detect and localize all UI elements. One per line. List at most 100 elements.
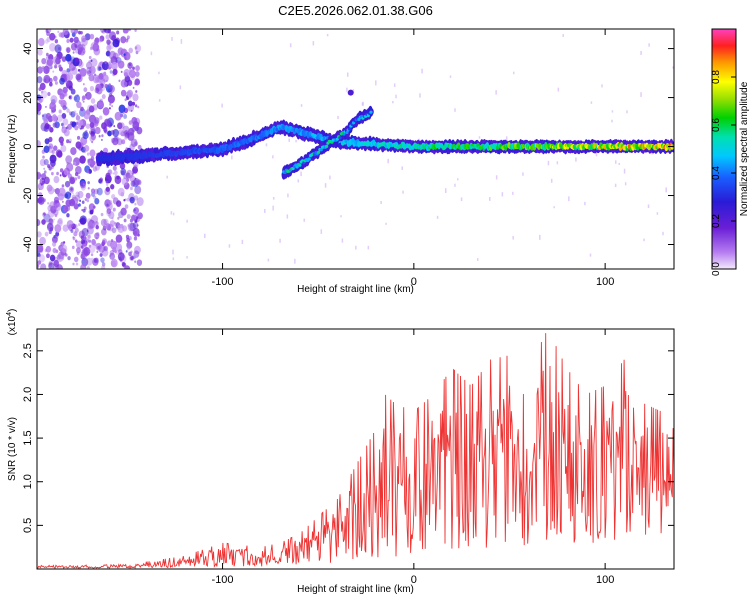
noise-blob [123,72,128,78]
noise-blob [78,46,86,56]
noise-blob [77,175,81,180]
noise-blob [98,73,104,80]
noise-blob [43,159,49,166]
noise-blob [52,56,60,65]
noise-blob [37,37,45,47]
noise-blob [75,115,81,121]
spectrogram-x-tick-label: 0 [411,276,417,288]
noise-blob [54,213,58,218]
noise-blob [46,31,50,37]
noise-blob [55,57,61,65]
noise-blob [66,126,69,130]
snr-series-line [37,333,674,569]
noise-blob [126,35,130,40]
noise-blob [107,132,110,135]
noise-blob [80,106,84,112]
noise-blob [62,224,69,232]
noise-blob [87,181,90,185]
noise-blob [37,253,41,258]
noise-blob [101,61,109,71]
colorbar-gradient [711,28,737,270]
noise-blob [101,122,107,130]
noise-blob [53,188,57,193]
noise-blob [121,261,126,267]
noise-blob [107,94,115,104]
noise-blob [112,207,116,212]
noise-blob [118,128,124,136]
noise-blob [80,245,84,249]
noise-blob [62,29,69,36]
noise-blob [49,101,56,110]
noise-blob [92,74,100,84]
noise-blob [106,39,111,45]
noise-blob [44,138,50,145]
noise-blob [87,186,90,190]
noise-blob [62,200,64,203]
noise-blob [44,231,49,237]
speckle [375,80,377,86]
noise-blob [81,227,89,237]
noise-blob [136,126,143,135]
noise-blob [133,207,140,215]
colorbar: 0.0 0.2 0.4 0.6 0.8 Normalized spectral ampl… [711,28,750,276]
noise-blob [100,257,105,263]
noise-blob [44,39,49,44]
noise-blob [133,230,138,236]
speckle [662,231,664,236]
noise-blob [54,234,59,239]
noise-blob [65,80,69,85]
speckle [272,155,274,159]
noise-blob [69,69,71,72]
speckle [267,258,270,262]
noise-blob [105,180,108,184]
speckle [584,201,586,206]
noise-blob [131,214,137,222]
noise-blob [82,100,85,103]
speckle [341,238,344,243]
noise-blob [116,175,120,180]
noise-blob [101,30,104,33]
noise-blob [94,198,100,205]
snr-multiplier-text: (x10 [7,315,18,335]
speckle [615,160,617,164]
noise-blob [87,234,91,239]
noise-blob [37,196,45,205]
noise-blob [86,152,90,156]
noise-blob [47,204,53,212]
noise-blob [125,169,134,179]
snr-y-tick-label: 1.5 [22,430,34,445]
speckle [624,182,627,186]
branch-core [307,157,311,161]
noise-blob [75,57,80,63]
noise-blob [112,172,115,175]
snr-y-tick-label: 2.0 [22,387,34,402]
colorbar-tick-label: 0.4 [711,166,722,180]
noise-blob [126,214,131,220]
speckle [158,71,160,75]
noise-blob [131,255,135,260]
noise-blob [99,177,104,182]
noise-blob [45,105,47,109]
noise-blob [47,202,50,205]
noise-blob [88,244,96,254]
noise-blob [118,79,121,83]
snr-ticks: -100 0 100 0.5 1.0 1.5 2.0 2.5 [22,329,674,586]
noise-blob [135,65,140,72]
noise-blob [112,137,119,146]
noise-blob [68,85,73,91]
isolated-spot [347,89,354,96]
speckle [221,103,223,108]
speckle [495,90,497,95]
noise-blob [134,46,138,50]
noise-blob [126,89,134,98]
noise-blob [80,30,83,35]
speckle [421,68,423,74]
noise-blob [101,262,106,267]
noise-blob [54,44,62,54]
noise-blob [55,231,60,237]
noise-blob [117,122,123,130]
spectrogram-y-tick-label: -40 [22,237,34,253]
noise-blob [101,228,107,236]
spectrogram-y-tick-label: 0 [22,143,34,149]
noise-blob [133,208,136,212]
